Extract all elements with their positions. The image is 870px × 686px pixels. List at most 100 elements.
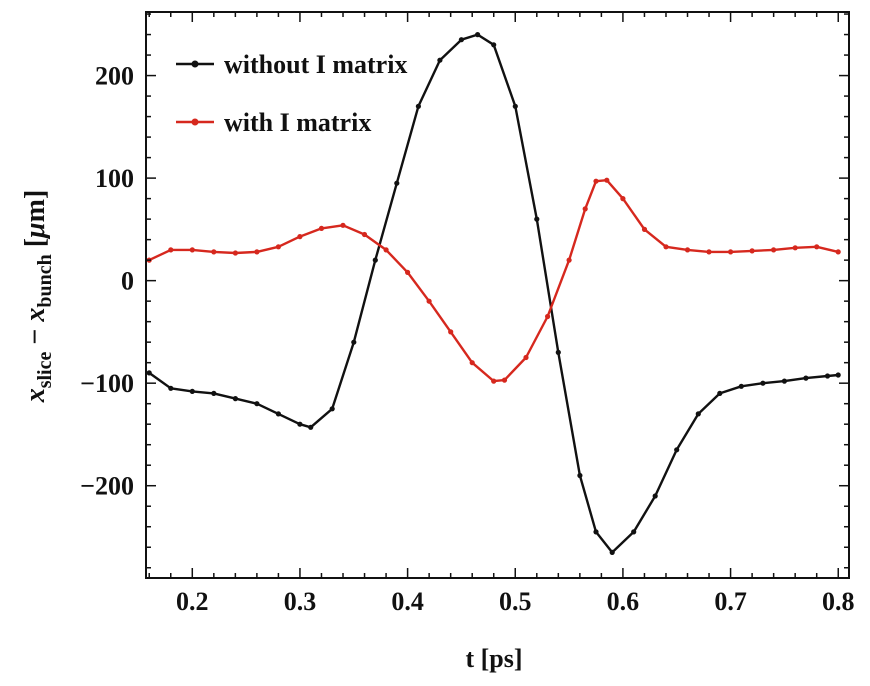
- x-tick-label: 0.7: [714, 587, 747, 616]
- data-point-with: [501, 377, 508, 383]
- data-point-without: [593, 529, 599, 535]
- data-point-with: [405, 269, 411, 275]
- data-point-without: [458, 37, 464, 43]
- series-layer: [146, 31, 841, 556]
- x-tick-label: 0.2: [176, 587, 209, 616]
- y-tick-label: 100: [95, 164, 134, 193]
- data-point-without: [577, 472, 583, 479]
- y-title-sub1: slice: [34, 352, 56, 389]
- data-point-without: [329, 406, 335, 412]
- data-point-with: [593, 178, 599, 184]
- data-point-without: [254, 401, 260, 407]
- data-point-without: [232, 396, 238, 402]
- series-without: [146, 31, 841, 556]
- data-point-with: [523, 354, 529, 361]
- y-tick-label: 0: [121, 267, 134, 296]
- data-point-with: [232, 250, 238, 256]
- data-point-with: [663, 244, 669, 250]
- data-point-without: [555, 349, 561, 355]
- data-point-with: [254, 249, 260, 255]
- data-point-without: [275, 411, 281, 417]
- axes: 0.2 0.3 0.4 0.5 0.6 0.7 0.8 −200 −100 0 100 200: [80, 11, 855, 616]
- data-point-without: [146, 370, 152, 376]
- data-point-with: [211, 249, 217, 255]
- data-point-with: [814, 244, 820, 250]
- data-point-without: [211, 390, 217, 396]
- data-point-without: [168, 385, 174, 391]
- data-point-without: [394, 180, 400, 186]
- y-axis-title: xslice − xbunch [μm]: [20, 190, 56, 404]
- y-title-unit: m]: [20, 190, 51, 223]
- data-point-with: [189, 247, 195, 253]
- data-point-without: [437, 57, 443, 63]
- data-point-without: [652, 493, 658, 499]
- data-point-without: [717, 390, 723, 396]
- data-point-with: [361, 231, 368, 238]
- data-point-with: [604, 177, 610, 183]
- data-point-without: [609, 549, 615, 556]
- data-point-without: [534, 216, 540, 222]
- data-point-with: [275, 244, 281, 250]
- data-point-with: [706, 249, 712, 255]
- series-line-with: [148, 178, 839, 383]
- data-point-with: [792, 245, 798, 251]
- data-point-with: [641, 226, 648, 232]
- x-tick-label: 0.3: [284, 587, 317, 616]
- data-point-with: [566, 257, 572, 263]
- data-point-without: [803, 375, 809, 381]
- legend-marker-with-i-matrix: [191, 118, 199, 126]
- x-tick-label: 0.5: [499, 587, 532, 616]
- x-tick-label: 0.8: [822, 587, 855, 616]
- y-title-minus: −: [20, 322, 51, 352]
- x-tick-label: 0.4: [391, 587, 424, 616]
- data-point-with: [469, 360, 475, 366]
- y-tick-label: 200: [95, 62, 134, 91]
- data-point-without: [475, 31, 481, 38]
- data-point-without: [415, 103, 421, 109]
- legend: without I matrix with I matrix: [176, 50, 407, 137]
- x-axis-title: t [ps]: [465, 644, 522, 673]
- y-title-bracket: [: [20, 238, 51, 254]
- plot-frame: [145, 11, 850, 579]
- y-tick-label: −200: [80, 472, 134, 501]
- legend-marker-without-i-matrix: [191, 60, 199, 68]
- data-point-without: [835, 372, 841, 378]
- y-title-var2: x: [20, 308, 51, 323]
- data-point-without: [189, 388, 195, 394]
- data-point-with: [620, 196, 626, 202]
- data-point-with: [491, 378, 497, 384]
- data-point-without: [674, 447, 680, 453]
- x-tick-label: 0.6: [607, 587, 640, 616]
- y-title-var1: x: [20, 388, 51, 403]
- data-point-without: [738, 383, 744, 389]
- data-point-with: [448, 329, 454, 335]
- data-point-without: [297, 421, 303, 427]
- data-point-without: [308, 424, 314, 430]
- data-point-with: [684, 247, 691, 253]
- y-title-sub2: bunch: [34, 254, 56, 307]
- data-point-without: [760, 380, 766, 386]
- data-point-with: [340, 222, 346, 228]
- data-point-without: [351, 339, 357, 345]
- series-with: [146, 177, 841, 384]
- data-point-with: [168, 247, 174, 253]
- data-point-with: [749, 248, 755, 254]
- data-point-with: [383, 247, 389, 253]
- data-point-with: [582, 206, 588, 212]
- data-point-without: [372, 257, 378, 263]
- data-point-without: [491, 42, 497, 48]
- data-point-with: [835, 249, 841, 255]
- data-point-with: [426, 298, 432, 304]
- data-point-with: [771, 247, 777, 253]
- y-tick-label: −100: [80, 369, 134, 398]
- data-point-without: [824, 373, 831, 379]
- y-title-mu: μ: [20, 222, 51, 240]
- data-point-without: [512, 103, 518, 109]
- data-point-with: [297, 234, 303, 240]
- data-point-without: [695, 411, 701, 417]
- data-point-without: [631, 529, 637, 535]
- legend-label-with-i-matrix: with I matrix: [224, 108, 371, 137]
- data-point-without: [781, 378, 788, 384]
- data-point-with: [318, 225, 325, 231]
